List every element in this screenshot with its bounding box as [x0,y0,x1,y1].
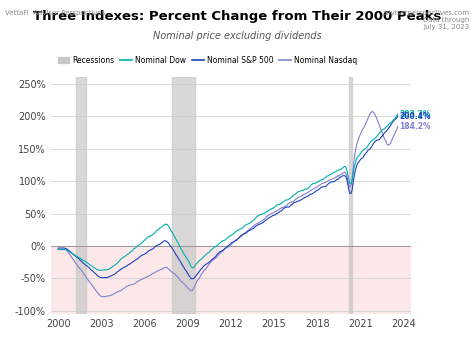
Text: 184.2%: 184.2% [399,122,431,131]
Text: VettaFi  Advisor Perspectives: VettaFi Advisor Perspectives [5,10,105,16]
Nominal Nasdaq [370,109,375,114]
Line: Nominal S&P 500: Nominal S&P 500 [58,116,398,279]
Nominal Dow [240,225,246,229]
Text: 200.4%: 200.4% [399,111,431,120]
Text: advisorperspectives.com
Data through
July 31, 2023: advisorperspectives.com Data through Jul… [382,10,469,30]
Bar [172,77,195,314]
Nominal Nasdaq [55,248,61,252]
Nominal S&P 500 [119,267,125,271]
Nominal S&P 500 [76,256,82,260]
Nominal Dow [76,255,82,259]
Line: Nominal Nasdaq: Nominal Nasdaq [58,111,398,297]
Text: 203.3%: 203.3% [399,110,431,119]
Bar [76,77,86,314]
Nominal Dow [55,247,61,251]
Nominal S&P 500 [55,246,61,250]
Nominal Nasdaq [395,125,401,129]
Nominal S&P 500 [395,114,401,118]
Nominal S&P 500 [284,205,290,209]
Line: Nominal Dow: Nominal Dow [58,114,398,270]
Nominal S&P 500 [336,176,342,180]
Nominal Nasdaq [101,295,107,299]
Nominal Dow [120,256,126,260]
Nominal Dow [284,198,290,202]
Nominal Nasdaq [284,203,290,207]
Nominal S&P 500 [228,241,234,246]
Bar [51,246,411,314]
Text: Three Indexes: Percent Change from Their 2000 Peaks: Three Indexes: Percent Change from Their… [33,10,441,23]
Legend: Recessions, Nominal Dow, Nominal S&P 500, Nominal Nasdaq: Recessions, Nominal Dow, Nominal S&P 500… [55,53,360,68]
Text: Nominal price excluding dividends: Nominal price excluding dividends [153,31,321,41]
Bar [348,77,352,314]
Nominal Nasdaq [76,265,82,269]
Nominal Dow [336,168,342,172]
Nominal Nasdaq [336,174,342,178]
Nominal Nasdaq [120,287,126,291]
Nominal S&P 500 [240,233,246,237]
Nominal Dow [228,234,234,238]
Nominal Dow [97,268,103,272]
Nominal Nasdaq [228,243,234,247]
Nominal Nasdaq [240,232,246,236]
Nominal Dow [395,112,401,116]
Nominal S&P 500 [189,277,194,281]
